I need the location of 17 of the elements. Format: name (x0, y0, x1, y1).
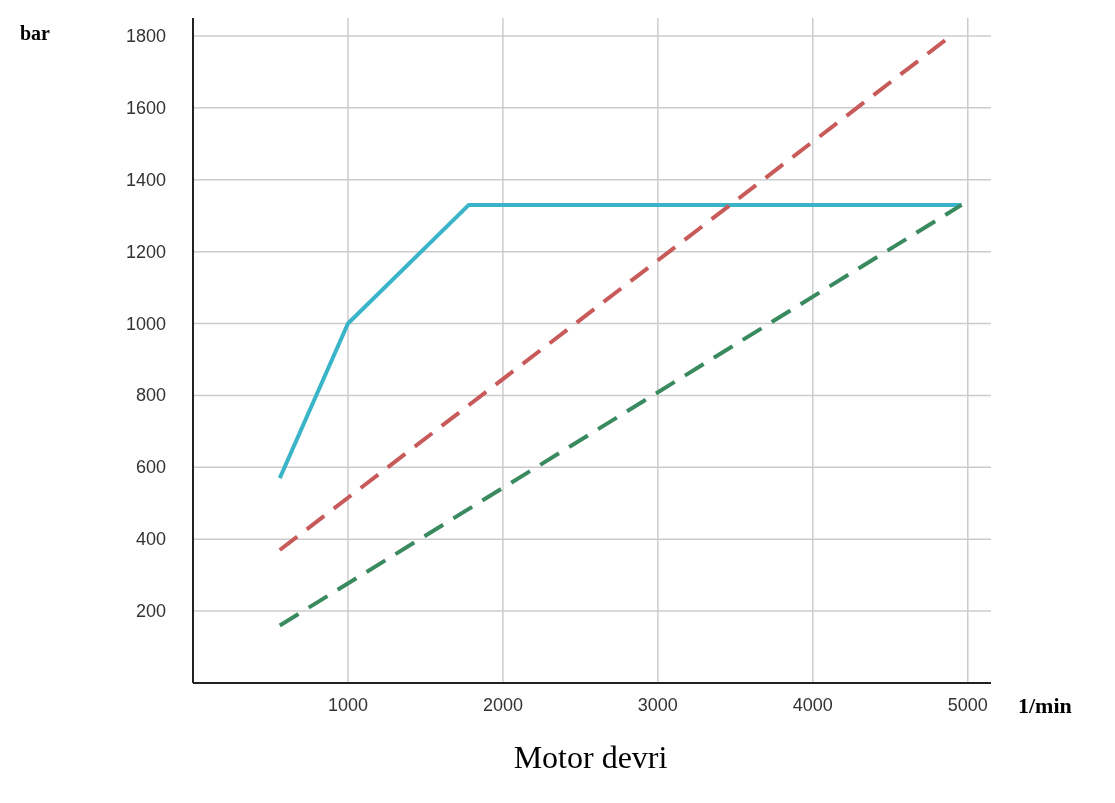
x-tick-label: 3000 (637, 695, 678, 715)
text: 1/min (1018, 693, 1072, 718)
x-tick-label: 2000 (482, 695, 523, 715)
x-tick-label: 5000 (947, 695, 988, 715)
y-tick-label: 200 (135, 601, 166, 622)
y-tick-label: 1400 (125, 169, 166, 190)
y-tick-label: 1800 (125, 25, 166, 46)
y-axis-title: bar (20, 22, 51, 44)
y-tick-label: 400 (135, 529, 166, 550)
y-tick-label: 600 (135, 457, 166, 478)
x-tick-label: 1000 (327, 695, 368, 715)
x-tick-label: 4000 (792, 695, 833, 715)
x-axis-title: Motor devri (513, 739, 668, 775)
y-tick-label: 1600 (125, 97, 166, 118)
y-tick-label: 800 (135, 385, 166, 406)
y-tick-label: 1000 (125, 313, 166, 334)
y-tick-label: 1200 (125, 241, 166, 262)
